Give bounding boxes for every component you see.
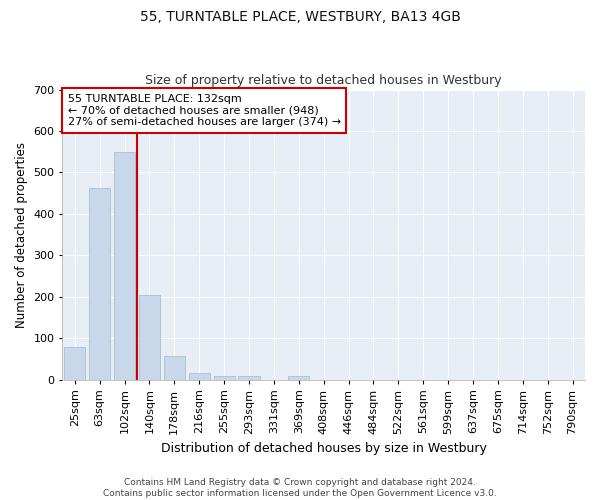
Bar bbox=[214, 376, 235, 380]
Bar bbox=[139, 296, 160, 380]
X-axis label: Distribution of detached houses by size in Westbury: Distribution of detached houses by size … bbox=[161, 442, 487, 455]
Title: Size of property relative to detached houses in Westbury: Size of property relative to detached ho… bbox=[145, 74, 502, 87]
Bar bbox=[64, 347, 85, 380]
Text: Contains HM Land Registry data © Crown copyright and database right 2024.
Contai: Contains HM Land Registry data © Crown c… bbox=[103, 478, 497, 498]
Bar bbox=[164, 356, 185, 380]
Y-axis label: Number of detached properties: Number of detached properties bbox=[15, 142, 28, 328]
Bar bbox=[288, 376, 310, 380]
Bar bbox=[188, 374, 210, 380]
Text: 55, TURNTABLE PLACE, WESTBURY, BA13 4GB: 55, TURNTABLE PLACE, WESTBURY, BA13 4GB bbox=[140, 10, 460, 24]
Bar bbox=[238, 376, 260, 380]
Bar bbox=[89, 188, 110, 380]
Bar bbox=[114, 152, 135, 380]
Text: 55 TURNTABLE PLACE: 132sqm
← 70% of detached houses are smaller (948)
27% of sem: 55 TURNTABLE PLACE: 132sqm ← 70% of deta… bbox=[68, 94, 341, 127]
